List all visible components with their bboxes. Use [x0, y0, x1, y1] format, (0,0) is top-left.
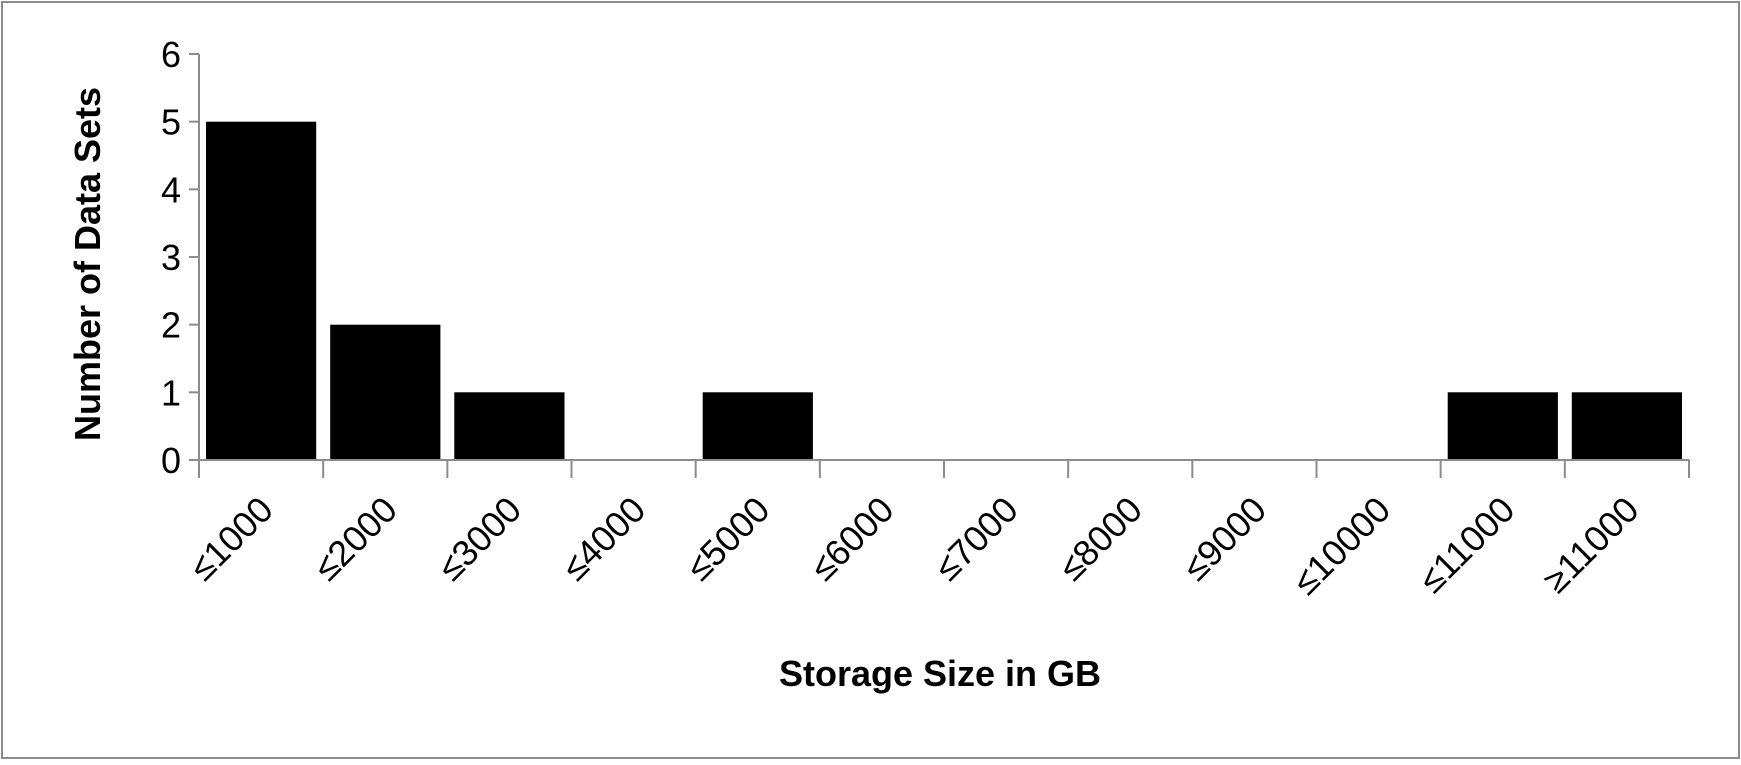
bar-4 — [702, 392, 813, 460]
y-tick-label-1: 1 — [161, 372, 181, 413]
y-axis-title: Number of Data Sets — [67, 87, 108, 441]
bar-11 — [1571, 392, 1682, 460]
y-tick-label-2: 2 — [161, 305, 181, 346]
bar-1 — [330, 324, 441, 460]
bar-10 — [1447, 392, 1558, 460]
y-tick-label-0: 0 — [161, 440, 181, 481]
y-tick-label-5: 5 — [161, 102, 181, 143]
x-axis-title: Storage Size in GB — [779, 653, 1101, 694]
y-tick-label-6: 6 — [161, 34, 181, 75]
y-tick-label-3: 3 — [161, 237, 181, 278]
bar-0 — [206, 121, 317, 460]
y-tick-label-4: 4 — [161, 169, 181, 210]
bar-2 — [454, 392, 565, 460]
